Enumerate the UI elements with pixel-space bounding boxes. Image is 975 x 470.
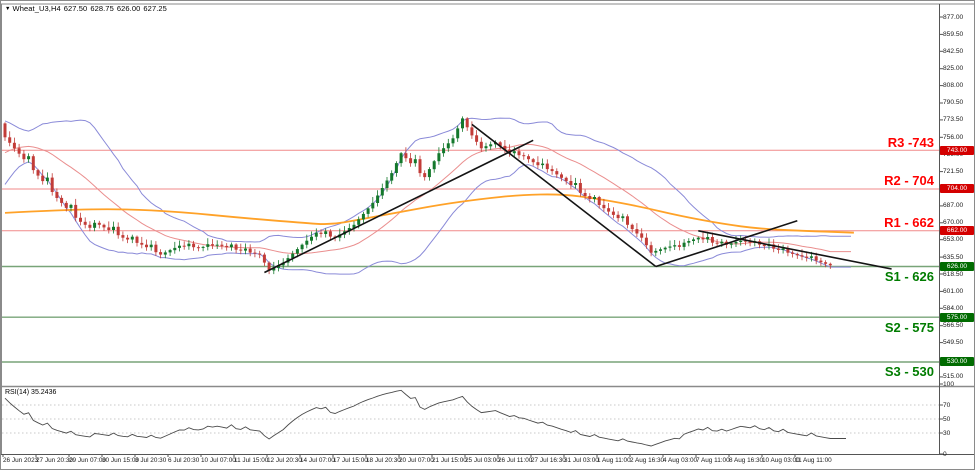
date-axis-label: 6 Jul 20:30 <box>168 457 200 464</box>
level-label-s3: S3 - 530 <box>884 364 934 380</box>
date-axis-label: 18 Jul 20:30 <box>366 457 401 464</box>
date-axis-label: 29 Jun 07:00 <box>69 457 106 464</box>
chart-frame <box>1 3 974 457</box>
date-axis-label: 26 Jun 2023 <box>3 457 39 464</box>
price-axis-label: 859.50 <box>943 30 964 38</box>
date-axis-label: 25 Jul 03:00 <box>465 457 500 464</box>
price-axis-label: 721.50 <box>943 168 964 176</box>
price-axis-label: 515.00 <box>943 373 964 381</box>
level-label-s2: S2 - 575 <box>884 319 934 335</box>
date-axis-label: 21 Jul 15:00 <box>432 457 467 464</box>
ohlc-close-value: 627.25 <box>143 4 167 13</box>
date-axis-label: 17 Jul 15:00 <box>333 457 368 464</box>
date-axis-label: 11 Aug 11:00 <box>795 457 832 464</box>
date-axis-label: 2 Aug 16:30 <box>630 457 665 464</box>
price-axis-label: 825.00 <box>943 65 964 73</box>
rsi-axis-label: 50 <box>943 415 951 423</box>
level-price-tag-s2: 575.00 <box>940 312 974 322</box>
ohlc-open-value: 627.50 <box>63 4 88 13</box>
price-axis-label: 790.50 <box>943 99 964 107</box>
level-price-tag-s3: 530.00 <box>940 357 974 367</box>
date-axis-label: 12 Jul 20:30 <box>267 457 302 464</box>
price-axis-label: 670.00 <box>943 219 964 227</box>
date-axis-label: 26 Jul 11:00 <box>498 457 533 464</box>
date-axis-label: 27 Jul 16:30 <box>531 457 566 464</box>
trendlines-layer <box>264 123 892 274</box>
chart-title-bar: ▼ Wheat_U3,H4 627.50 628.75 626.00 627.25 <box>5 4 170 13</box>
level-price-tag-r3: 743.00 <box>940 145 974 155</box>
date-axis-label: 10 Aug 03:00 <box>762 457 800 464</box>
date-axis-label: 1 Aug 11:00 <box>597 457 631 464</box>
bollinger-bands-layer <box>4 117 851 275</box>
price-axis-label: 566.50 <box>943 322 964 330</box>
rsi-indicator-label: RSI(14) 35.2436 <box>5 389 57 396</box>
level-label-r2: R2 - 704 <box>884 173 934 189</box>
level-label-s1: S1 - 626 <box>884 269 934 285</box>
date-axis-label: 3 Jul 20:30 <box>135 457 167 464</box>
price-axis-label: 687.00 <box>943 202 964 210</box>
date-axis-label: 8 Aug 16:30 <box>729 457 764 464</box>
orange-ma-line <box>4 193 854 234</box>
level-label-r3: R3 -743 <box>887 134 934 150</box>
chart-symbol-label: Wheat_U3,H4 <box>12 4 61 13</box>
level-price-tag-r2: 704.00 <box>940 184 974 194</box>
level-price-tag-r1: 662.00 <box>940 226 974 236</box>
rsi-axis-label: 30 <box>943 429 951 437</box>
ohlc-low-value: 626.00 <box>116 4 141 13</box>
level-label-r1: R1 - 662 <box>884 215 934 231</box>
rsi-axis-label: 100 <box>943 380 955 388</box>
price-axis-label: 808.00 <box>943 82 964 90</box>
price-axis-label: 653.00 <box>943 236 964 244</box>
price-axis-label: 877.00 <box>943 13 964 21</box>
date-axis-label: 31 Jul 03:00 <box>564 457 599 464</box>
date-axis-label: 11 Jul 15:00 <box>234 457 269 464</box>
price-axis-label: 635.50 <box>943 253 964 261</box>
date-axis-label: 14 Jul 07:00 <box>300 457 335 464</box>
chart-symbol-icon: ▼ <box>5 6 11 12</box>
price-axis-label: 756.00 <box>943 133 964 141</box>
price-axis-label: 842.50 <box>943 47 964 55</box>
rsi-guides-layer <box>2 404 940 434</box>
level-lines-layer <box>2 149 940 363</box>
date-axis-label: 20 Jul 07:00 <box>399 457 434 464</box>
price-axis-label: 618.50 <box>943 270 964 278</box>
price-axis-label: 773.50 <box>943 116 964 124</box>
date-axis-label: 4 Aug 03:00 <box>663 457 698 464</box>
rsi-axis-label: 0 <box>943 450 947 458</box>
date-axis-label: 30 Jun 15:00 <box>102 457 139 464</box>
price-axis-label: 601.00 <box>943 287 964 295</box>
rsi-axis-label: 70 <box>943 401 951 409</box>
date-axis-label: 7 Aug 11:00 <box>696 457 730 464</box>
price-axis-label: 584.00 <box>943 304 964 312</box>
date-axis-label: 10 Jul 07:00 <box>201 457 236 464</box>
date-axis-label: 27 Jun 20:30 <box>36 457 73 464</box>
ohlc-high-value: 628.75 <box>90 4 114 13</box>
price-axis-label: 549.50 <box>943 339 964 347</box>
rsi-line <box>4 389 846 447</box>
level-price-tag-s1: 626.00 <box>940 262 974 272</box>
